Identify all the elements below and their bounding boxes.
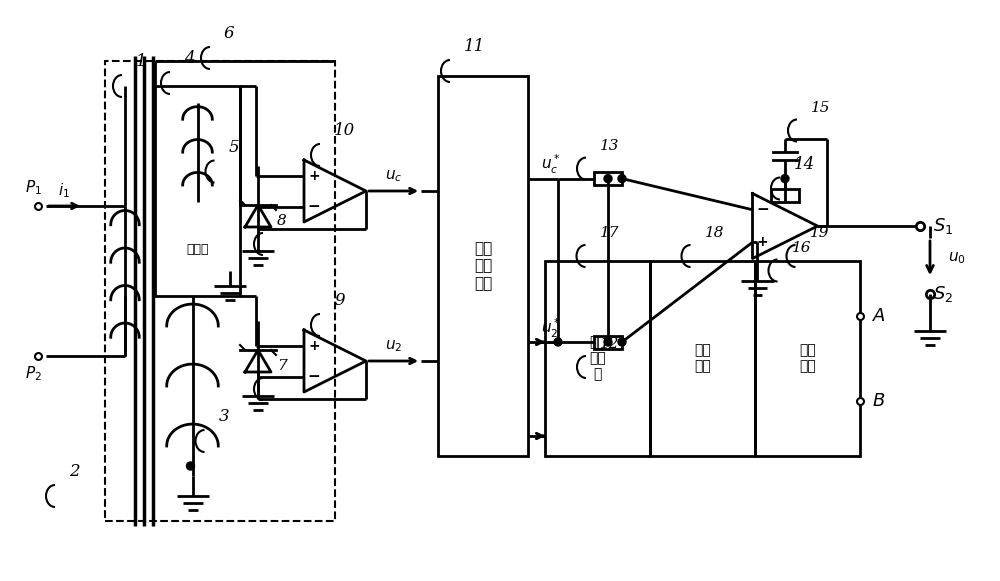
Text: $u_2$: $u_2$ xyxy=(385,338,403,354)
Text: 13: 13 xyxy=(600,139,620,153)
Circle shape xyxy=(604,175,612,182)
Text: 16: 16 xyxy=(791,241,811,254)
Text: 1: 1 xyxy=(136,53,147,70)
Text: 19: 19 xyxy=(809,226,829,240)
Circle shape xyxy=(604,338,612,346)
Text: 4: 4 xyxy=(184,50,195,67)
Text: 模数
转换
器: 模数 转换 器 xyxy=(589,335,606,382)
Text: +: + xyxy=(308,168,320,182)
Bar xyxy=(545,261,650,456)
Text: $S_1$: $S_1$ xyxy=(933,216,953,236)
Text: 15: 15 xyxy=(811,101,830,114)
Bar xyxy=(771,189,799,202)
Text: $B$: $B$ xyxy=(872,392,885,410)
Text: $P_1$: $P_1$ xyxy=(25,178,41,198)
Bar xyxy=(594,172,622,185)
Text: −: − xyxy=(756,202,769,217)
Circle shape xyxy=(781,175,789,182)
Text: 9: 9 xyxy=(334,292,345,309)
Bar xyxy=(755,261,860,456)
Bar xyxy=(155,86,240,296)
Text: 10: 10 xyxy=(334,122,355,139)
Text: 微处
理器: 微处 理器 xyxy=(694,343,711,374)
Text: 17: 17 xyxy=(600,226,619,240)
Text: 2: 2 xyxy=(69,463,80,480)
Text: $A$: $A$ xyxy=(872,307,886,325)
Circle shape xyxy=(618,338,626,346)
Text: $u_0$: $u_0$ xyxy=(948,250,966,266)
Text: 7: 7 xyxy=(277,359,287,373)
Text: +: + xyxy=(757,235,768,249)
Bar xyxy=(650,261,755,456)
Text: 磁位计: 磁位计 xyxy=(186,243,209,256)
Text: 6: 6 xyxy=(224,25,235,42)
Bar xyxy=(105,61,335,521)
Circle shape xyxy=(187,462,195,470)
Text: 8: 8 xyxy=(277,214,287,228)
Text: +: + xyxy=(308,339,320,353)
Text: −: − xyxy=(308,369,320,384)
Text: 14: 14 xyxy=(794,156,815,173)
Text: $u_2^*$: $u_2^*$ xyxy=(541,317,561,340)
Text: 11: 11 xyxy=(464,38,485,55)
Text: 18: 18 xyxy=(704,226,724,240)
Text: 5: 5 xyxy=(229,138,239,156)
Text: 通讯
接口: 通讯 接口 xyxy=(799,343,816,374)
Text: $u_c$: $u_c$ xyxy=(385,168,403,184)
Circle shape xyxy=(618,175,626,182)
Bar xyxy=(438,76,528,456)
Circle shape xyxy=(554,338,562,346)
Text: $S_2$: $S_2$ xyxy=(933,284,953,304)
Text: 12: 12 xyxy=(600,337,620,351)
Bar xyxy=(594,335,622,349)
Text: −: − xyxy=(308,199,320,214)
Text: $P_2$: $P_2$ xyxy=(25,365,41,383)
Text: 3: 3 xyxy=(219,408,229,425)
Text: $u_c^*$: $u_c^*$ xyxy=(541,153,561,176)
Text: 信号
调理
电路: 信号 调理 电路 xyxy=(474,241,492,291)
Text: $i_1$: $i_1$ xyxy=(58,182,70,200)
